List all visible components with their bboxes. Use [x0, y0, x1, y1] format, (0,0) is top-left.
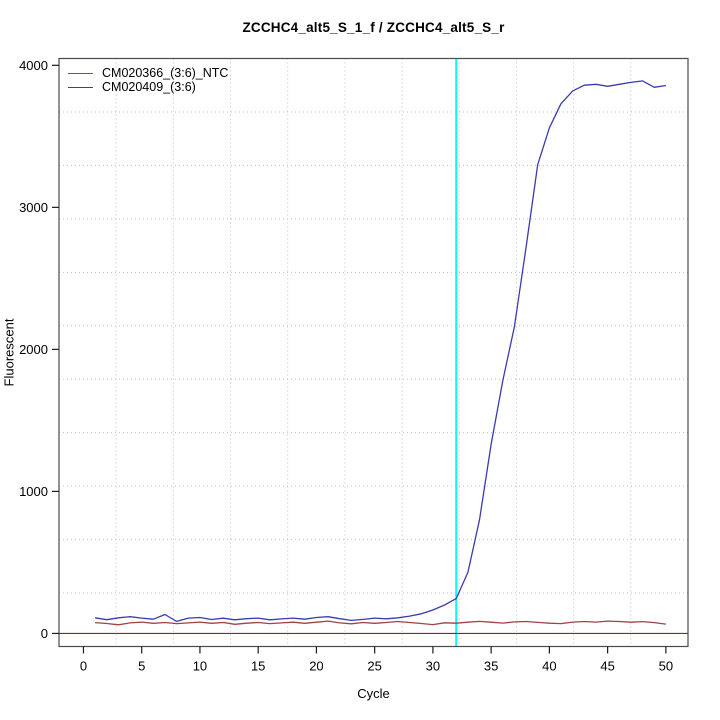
x-tick-label: 5: [138, 659, 145, 674]
y-tick-label: 2000: [19, 342, 48, 357]
plot-border: [58, 57, 689, 648]
x-tick-label: 20: [309, 659, 323, 674]
y-tick-label: 0: [41, 626, 48, 641]
x-axis-label: Cycle: [357, 686, 390, 701]
x-tick-label: 45: [600, 659, 614, 674]
legend: CM020366_(3:6)_NTC CM020409_(3:6): [68, 66, 228, 94]
legend-entry-sample: CM020409_(3:6): [68, 80, 228, 94]
y-tick-label: 3000: [19, 200, 48, 215]
legend-line-swatch-ntc: [68, 72, 93, 74]
x-tick-label: 50: [659, 659, 673, 674]
x-tick-label: 15: [251, 659, 265, 674]
x-tick-label: 10: [193, 659, 207, 674]
y-tick-label: 1000: [19, 484, 48, 499]
y-tick-label: 4000: [19, 58, 48, 73]
legend-line-swatch-sample: [68, 86, 93, 88]
chart-title: ZCCHC4_alt5_S_1_f / ZCCHC4_alt5_S_r: [242, 20, 505, 35]
x-tick-label: 30: [426, 659, 440, 674]
x-tick-label: 0: [80, 659, 87, 674]
x-tick-label: 40: [542, 659, 556, 674]
legend-label-ntc: CM020366_(3:6)_NTC: [102, 66, 229, 80]
sample-curve: [94, 80, 666, 623]
x-tick-label: 25: [367, 659, 381, 674]
x-tick-label: 35: [484, 659, 498, 674]
legend-entry-ntc: CM020366_(3:6)_NTC: [68, 66, 228, 80]
ntc-curve: [95, 620, 666, 626]
legend-label-sample: CM020409_(3:6): [102, 80, 196, 94]
